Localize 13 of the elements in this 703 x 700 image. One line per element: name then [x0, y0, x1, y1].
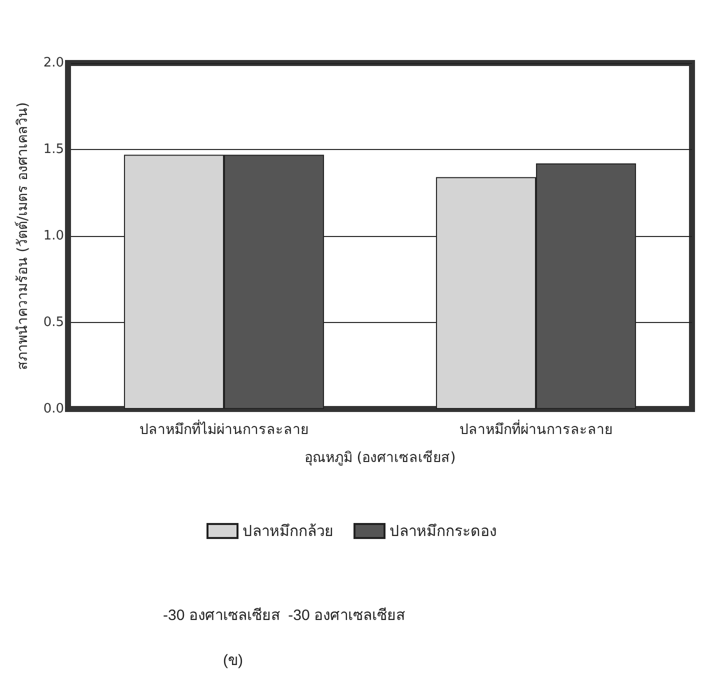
legend-label: ปลาหมึกกล้วย: [242, 522, 334, 540]
y-tick-label: 1.0: [43, 228, 64, 244]
text: -30 องศาเซลเซียส -30 องศาเซลเซียส: [163, 607, 406, 624]
legend-label: ปลาหมึกกระดอง: [390, 522, 496, 540]
y-axis-title: สภาพนำความร้อน (วัตต์/เมตร องศาเคลวิน): [14, 102, 31, 370]
x-axis-title: อุณหภูมิ (องศาเซลเซียส): [304, 450, 456, 466]
y-tick-label: 0.5: [43, 315, 64, 330]
y-tick-label: 0.0: [43, 402, 64, 416]
x-tick-label: ปลาหมึกที่ไม่ผ่านการละลาย: [140, 420, 308, 438]
y-tick-label: 1.5: [43, 142, 64, 157]
y-tick-label: 2.0: [43, 56, 64, 70]
x-tick-label: ปลาหมึกที่ผ่านการละลาย: [460, 420, 612, 438]
text: (ข): [223, 652, 243, 669]
